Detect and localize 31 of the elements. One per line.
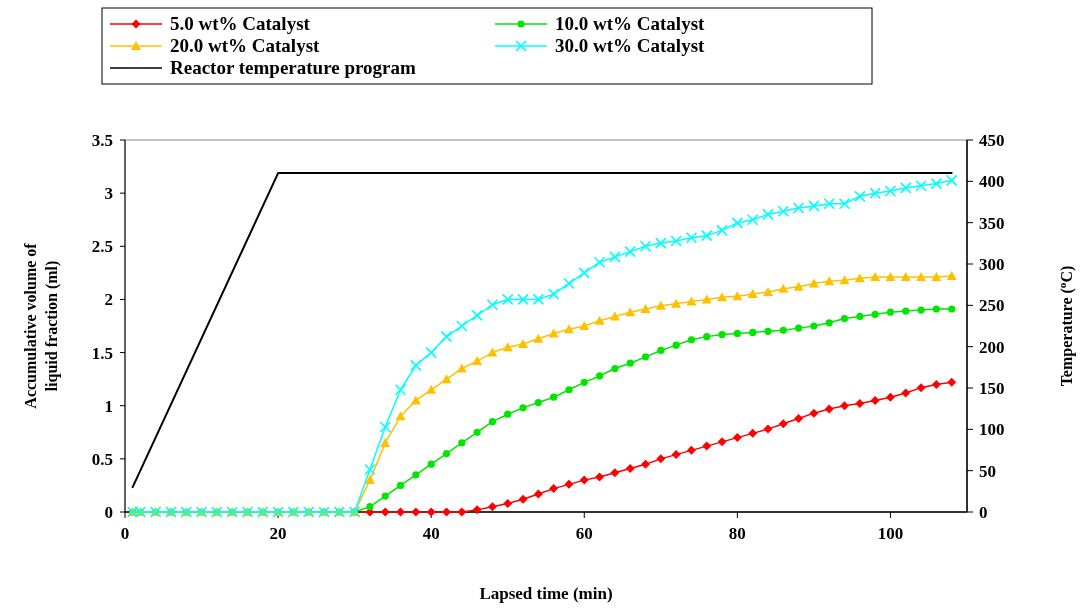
- y2-tick-label: 50: [979, 461, 996, 481]
- y2-tick-label: 400: [979, 172, 1005, 192]
- x-tick-label: 80: [728, 524, 746, 543]
- y2-tick-label: 350: [979, 213, 1005, 233]
- y2-tick-label: 0: [979, 503, 988, 522]
- y-axis-title: Accumulative volume of liquid fraction (ml): [22, 242, 61, 409]
- legend-label: Reactor temperature program: [170, 57, 417, 78]
- y2-tick-label: 200: [979, 337, 1005, 357]
- y-tick-label: 3.5: [91, 131, 113, 150]
- x-tick-label: 40: [422, 524, 440, 543]
- y2-tick-label: 450: [979, 131, 1005, 150]
- x-tick-label: 0: [120, 524, 130, 543]
- legend-label: 20.0 wt% Catalyst: [170, 35, 321, 56]
- x-tick-label: 100: [877, 524, 904, 543]
- y-tick-label: 3: [104, 184, 113, 204]
- y2-tick-label: 100: [979, 420, 1005, 440]
- x-tick-label: 20: [269, 524, 287, 543]
- x-axis-title: Lapsed time (min): [479, 584, 613, 603]
- y-tick-label: 2: [104, 290, 113, 310]
- legend-label: 10.0 wt% Catalyst: [555, 13, 706, 34]
- legend-label: 5.0 wt% Catalyst: [170, 13, 311, 34]
- y2-tick-label: 300: [979, 255, 1005, 274]
- y-tick-label: 0: [104, 503, 113, 522]
- y-tick-label: 1.5: [91, 343, 113, 363]
- y-tick-label: 2.5: [91, 237, 113, 257]
- x-tick-label: 60: [575, 524, 593, 543]
- y-tick-label: 0.5: [91, 449, 113, 469]
- legend-label: 30.0 wt% Catalyst: [555, 35, 706, 56]
- y2-tick-label: 250: [979, 296, 1005, 316]
- y2-tick-label: 150: [979, 379, 1005, 398]
- y-tick-label: 1: [104, 396, 113, 416]
